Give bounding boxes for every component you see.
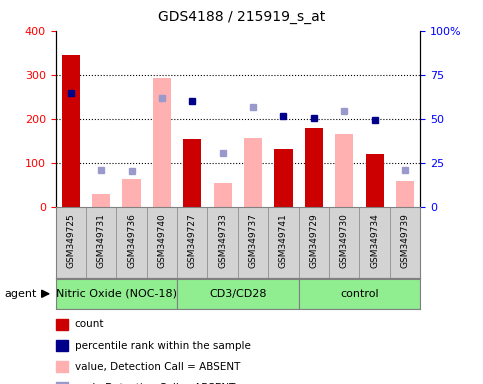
Text: CD3/CD28: CD3/CD28 [209, 289, 267, 299]
Text: GSM349734: GSM349734 [370, 213, 379, 268]
Text: control: control [340, 289, 379, 299]
Bar [335, 134, 354, 207]
Bar [56, 279, 177, 308]
Text: GSM349733: GSM349733 [218, 213, 227, 268]
Text: value, Detection Call = ABSENT: value, Detection Call = ABSENT [75, 362, 240, 372]
Text: GSM349740: GSM349740 [157, 213, 167, 268]
Text: count: count [75, 319, 104, 329]
Text: GDS4188 / 215919_s_at: GDS4188 / 215919_s_at [158, 10, 325, 23]
Text: GSM349727: GSM349727 [188, 213, 197, 268]
Bar [56, 340, 68, 351]
Text: GSM349737: GSM349737 [249, 213, 257, 268]
Text: GSM349739: GSM349739 [400, 213, 410, 268]
Bar [177, 279, 298, 308]
Bar [366, 154, 384, 207]
Text: GSM349741: GSM349741 [279, 213, 288, 268]
Text: GSM349725: GSM349725 [66, 213, 75, 268]
Bar [56, 361, 68, 372]
Bar [213, 183, 232, 207]
Bar [56, 319, 68, 330]
Bar [305, 128, 323, 207]
Text: GSM349729: GSM349729 [309, 213, 318, 268]
Bar [274, 149, 293, 207]
Text: percentile rank within the sample: percentile rank within the sample [75, 341, 251, 351]
Text: GSM349730: GSM349730 [340, 213, 349, 268]
Bar [396, 181, 414, 207]
Text: Nitric Oxide (NOC-18): Nitric Oxide (NOC-18) [56, 289, 177, 299]
Bar [153, 78, 171, 207]
Text: agent: agent [5, 289, 37, 299]
Text: GSM349736: GSM349736 [127, 213, 136, 268]
Bar [62, 55, 80, 207]
Bar [56, 382, 68, 384]
Bar [122, 179, 141, 207]
Bar [183, 139, 201, 207]
Text: rank, Detection Call = ABSENT: rank, Detection Call = ABSENT [75, 383, 235, 384]
Bar [298, 279, 420, 308]
Bar [244, 137, 262, 207]
Bar [92, 194, 110, 207]
Text: GSM349731: GSM349731 [97, 213, 106, 268]
